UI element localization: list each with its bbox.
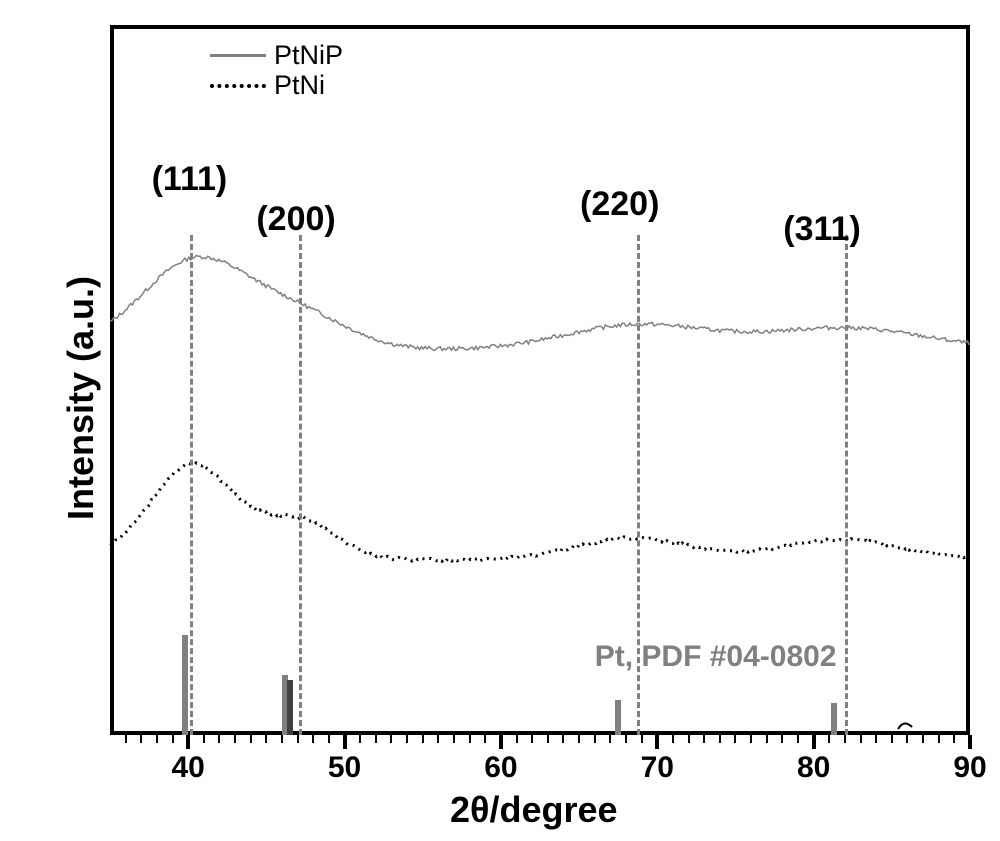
x-minor-tick <box>156 735 158 743</box>
x-minor-tick <box>828 735 830 743</box>
peak-label: (311) <box>783 210 861 249</box>
reference-vline <box>190 235 193 735</box>
legend-label: PtNiP <box>274 40 343 71</box>
x-minor-tick <box>547 735 549 743</box>
x-minor-tick <box>844 735 846 743</box>
legend-item: PtNi <box>210 70 343 100</box>
reference-vline <box>299 235 302 735</box>
x-minor-tick <box>281 735 283 743</box>
x-tick <box>655 735 659 749</box>
legend: PtNiPPtNi <box>210 40 343 100</box>
x-minor-tick <box>328 735 330 743</box>
peak-label: (200) <box>256 200 335 239</box>
x-minor-tick <box>453 735 455 743</box>
x-minor-tick <box>766 735 768 743</box>
x-minor-tick <box>390 735 392 743</box>
xrd-chart: Intensity (a.u.) 2θ/degree PtNiPPtNi Pt,… <box>0 0 1000 841</box>
x-minor-tick <box>218 735 220 743</box>
x-minor-tick <box>312 735 314 743</box>
x-minor-tick <box>703 735 705 743</box>
x-minor-tick <box>203 735 205 743</box>
legend-label: PtNi <box>274 70 325 101</box>
y-axis-label: Intensity (a.u.) <box>60 276 102 520</box>
x-minor-tick <box>172 735 174 743</box>
x-minor-tick <box>469 735 471 743</box>
x-tick <box>812 735 816 749</box>
x-tick-label: 70 <box>627 751 687 785</box>
legend-swatch-PtNi <box>210 73 266 97</box>
x-tick <box>968 735 972 749</box>
x-minor-tick <box>797 735 799 743</box>
x-minor-tick <box>938 735 940 743</box>
reference-vline <box>845 235 848 735</box>
x-minor-tick <box>891 735 893 743</box>
x-minor-tick <box>953 735 955 743</box>
x-axis-label: 2θ/degree <box>450 789 618 831</box>
artifact-mark <box>898 723 912 729</box>
x-minor-tick <box>265 735 267 743</box>
x-tick <box>186 735 190 749</box>
x-minor-tick <box>625 735 627 743</box>
pdf-reference-bar <box>615 700 621 735</box>
plot-svg <box>0 0 1000 841</box>
peak-label: (220) <box>580 185 659 224</box>
x-minor-tick <box>922 735 924 743</box>
x-tick <box>343 735 347 749</box>
series-PtNiP <box>110 255 969 350</box>
series-PtNi <box>110 463 969 561</box>
x-minor-tick <box>531 735 533 743</box>
reference-vline <box>637 235 640 735</box>
x-tick-label: 50 <box>315 751 375 785</box>
x-minor-tick <box>719 735 721 743</box>
x-minor-tick <box>516 735 518 743</box>
x-minor-tick <box>860 735 862 743</box>
pdf-reference-bar <box>287 680 293 735</box>
x-minor-tick <box>594 735 596 743</box>
x-tick-label: 60 <box>471 751 531 785</box>
peak-label: (111) <box>152 160 228 199</box>
x-minor-tick <box>125 735 127 743</box>
x-minor-tick <box>672 735 674 743</box>
legend-swatch-PtNiP <box>210 43 266 67</box>
x-minor-tick <box>578 735 580 743</box>
x-minor-tick <box>250 735 252 743</box>
x-tick-label: 40 <box>158 751 218 785</box>
x-tick <box>499 735 503 749</box>
x-tick-label: 80 <box>784 751 844 785</box>
x-minor-tick <box>781 735 783 743</box>
x-minor-tick <box>734 735 736 743</box>
x-minor-tick <box>437 735 439 743</box>
x-minor-tick <box>750 735 752 743</box>
x-minor-tick <box>484 735 486 743</box>
x-minor-tick <box>562 735 564 743</box>
x-minor-tick <box>609 735 611 743</box>
x-minor-tick <box>375 735 377 743</box>
pdf-reference-bar <box>831 703 837 735</box>
pdf-reference-label: Pt, PDF #04-0802 <box>595 640 837 674</box>
x-minor-tick <box>234 735 236 743</box>
x-minor-tick <box>359 735 361 743</box>
x-minor-tick <box>406 735 408 743</box>
x-minor-tick <box>641 735 643 743</box>
pdf-reference-bar <box>182 635 188 735</box>
x-minor-tick <box>875 735 877 743</box>
x-minor-tick <box>297 735 299 743</box>
x-minor-tick <box>422 735 424 743</box>
x-tick-label: 90 <box>940 751 1000 785</box>
legend-item: PtNiP <box>210 40 343 70</box>
x-minor-tick <box>688 735 690 743</box>
x-minor-tick <box>140 735 142 743</box>
x-minor-tick <box>906 735 908 743</box>
